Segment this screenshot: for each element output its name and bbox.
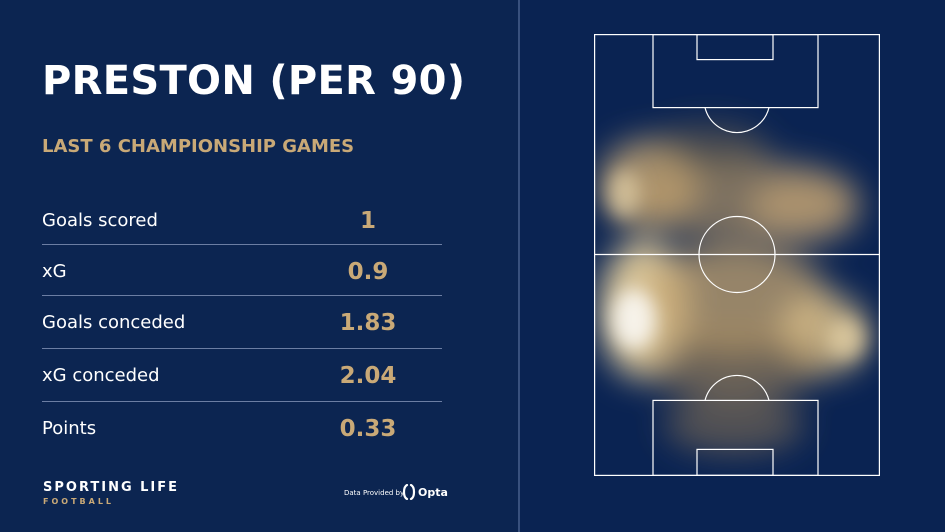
page-title: PRESTON (PER 90) (42, 58, 466, 104)
stat-value: 2.04 (339, 363, 397, 389)
goal-area-bottom (696, 448, 774, 476)
brand-logo: SPORTING LIFE (43, 480, 180, 495)
stat-label: Goals scored (42, 210, 158, 231)
penalty-arc-top (704, 107, 770, 134)
heat-blob (749, 174, 859, 244)
stat-label: xG conceded (42, 365, 160, 386)
pitch-heatmap (594, 34, 880, 476)
centre-circle (698, 215, 776, 294)
heat-blob (644, 329, 824, 399)
heat-blob (649, 124, 769, 174)
panel-divider (518, 0, 520, 532)
heatmap-layer (599, 124, 869, 454)
stat-row-points: Points 0.33 (42, 402, 442, 452)
stats-table: Goals scored 1 xG 0.9 Goals conceded 1.8… (42, 194, 442, 452)
penalty-arc-bottom (704, 374, 770, 401)
stat-label: Points (42, 418, 97, 439)
goal-area-top (696, 34, 774, 61)
stat-value: 1 (359, 208, 376, 234)
stat-value: 0.9 (347, 259, 389, 285)
opta-logo-icon (402, 484, 416, 500)
stat-label: xG (42, 261, 67, 282)
stat-row-xg-conceded: xG conceded 2.04 (42, 349, 442, 402)
heat-hotspot (612, 289, 656, 349)
stat-value: 0.33 (339, 416, 397, 442)
stats-panel: PRESTON (PER 90) LAST 6 CHAMPIONSHIP GAM… (42, 58, 466, 506)
data-credit: Data Provided by (344, 489, 405, 497)
stat-row-xg: xG 0.9 (42, 245, 442, 296)
provider-name: Opta (418, 486, 448, 499)
stat-value: 1.83 (339, 310, 397, 336)
heat-hotspot (608, 170, 640, 218)
pitch-markings (594, 34, 880, 476)
stat-label: Goals conceded (42, 312, 186, 333)
stat-row-goals-scored: Goals scored 1 (42, 194, 442, 245)
page-subtitle: LAST 6 CHAMPIONSHIP GAMES (42, 136, 355, 157)
stat-row-goals-conceded: Goals conceded 1.83 (42, 296, 442, 349)
heat-blob (664, 394, 804, 454)
heat-hotspot (828, 319, 864, 359)
penalty-area-top (652, 34, 819, 109)
brand-logo-sub: FOOTBALL (43, 497, 115, 506)
